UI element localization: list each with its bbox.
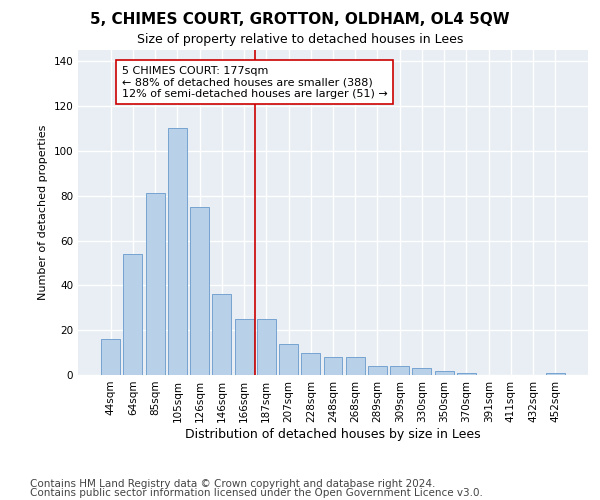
Bar bbox=[368, 366, 387, 375]
Bar bbox=[190, 207, 209, 375]
Bar bbox=[346, 357, 365, 375]
Text: Contains HM Land Registry data © Crown copyright and database right 2024.: Contains HM Land Registry data © Crown c… bbox=[30, 479, 436, 489]
Bar bbox=[257, 319, 276, 375]
Bar bbox=[390, 366, 409, 375]
X-axis label: Distribution of detached houses by size in Lees: Distribution of detached houses by size … bbox=[185, 428, 481, 440]
Bar bbox=[124, 254, 142, 375]
Bar bbox=[101, 339, 120, 375]
Bar bbox=[323, 357, 343, 375]
Bar bbox=[279, 344, 298, 375]
Bar bbox=[412, 368, 431, 375]
Bar bbox=[457, 373, 476, 375]
Bar bbox=[146, 194, 164, 375]
Y-axis label: Number of detached properties: Number of detached properties bbox=[38, 125, 48, 300]
Bar bbox=[168, 128, 187, 375]
Text: Size of property relative to detached houses in Lees: Size of property relative to detached ho… bbox=[137, 32, 463, 46]
Bar bbox=[546, 373, 565, 375]
Text: 5, CHIMES COURT, GROTTON, OLDHAM, OL4 5QW: 5, CHIMES COURT, GROTTON, OLDHAM, OL4 5Q… bbox=[90, 12, 510, 28]
Bar bbox=[235, 319, 254, 375]
Bar bbox=[301, 352, 320, 375]
Bar bbox=[435, 370, 454, 375]
Text: Contains public sector information licensed under the Open Government Licence v3: Contains public sector information licen… bbox=[30, 488, 483, 498]
Text: 5 CHIMES COURT: 177sqm
← 88% of detached houses are smaller (388)
12% of semi-de: 5 CHIMES COURT: 177sqm ← 88% of detached… bbox=[122, 66, 388, 99]
Bar bbox=[212, 294, 231, 375]
